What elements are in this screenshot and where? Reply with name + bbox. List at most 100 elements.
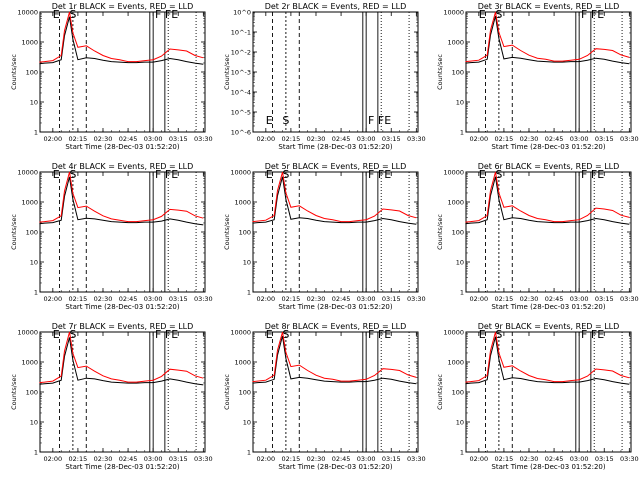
panel-title: Det 5r BLACK = Events, RED = LLD — [265, 162, 407, 171]
x-tick-label: 02:15 — [495, 455, 514, 463]
panel-det-5: Det 5r BLACK = Events, RED = LLD 1 10 100 10… — [223, 162, 426, 311]
y-tick-label: 10 — [30, 418, 38, 426]
x-tick-label: 03:00 — [570, 295, 589, 303]
x-tick-label: 02:15 — [282, 455, 301, 463]
series-events-line — [252, 335, 417, 385]
x-tick-label: 02:45 — [119, 135, 138, 143]
marker-label-f: F — [368, 168, 374, 181]
x-tick-label: 02:15 — [69, 135, 88, 143]
y-tick-label: 1000 — [234, 198, 251, 206]
x-tick-label: 02:30 — [94, 135, 113, 143]
x-axis-label: Start Time (28-Dec-03 01:52:20) — [65, 463, 179, 471]
y-tick-label: 1000 — [234, 358, 251, 366]
marker-label-e: E — [479, 8, 486, 21]
series-lld-line — [465, 11, 630, 63]
marker-label-s: S — [282, 168, 289, 181]
y-axis-label: Counts/sec — [223, 54, 231, 90]
y-axis-label: Counts/sec — [436, 374, 444, 410]
y-tick-label: 10000 — [17, 168, 38, 176]
y-tick-label: 100 — [452, 68, 464, 76]
x-tick-label: 02:30 — [307, 135, 326, 143]
marker-label-fe: FE — [591, 328, 604, 341]
y-tick-label: 10000 — [443, 8, 464, 16]
panel-det-4: Det 4r BLACK = Events, RED = LLD 1 10 100 10… — [10, 162, 213, 311]
x-tick-label: 02:00 — [469, 135, 488, 143]
plot-frame — [252, 11, 419, 133]
marker-label-s: S — [495, 8, 502, 21]
y-tick-label: 1 — [34, 448, 38, 456]
x-tick-label: 03:30 — [620, 455, 639, 463]
panel-det-9: Det 9r BLACK = Events, RED = LLD 1 10 100 10… — [436, 322, 639, 471]
y-tick-label: 10 — [456, 418, 464, 426]
x-tick-label: 02:45 — [119, 295, 138, 303]
x-tick-label: 02:45 — [332, 295, 351, 303]
marker-label-fe: FE — [378, 328, 391, 341]
x-tick-label: 03:00 — [570, 455, 589, 463]
y-tick-label: 10000 — [443, 168, 464, 176]
x-axis-label: Start Time (28-Dec-03 01:52:20) — [278, 303, 392, 311]
series-events-line — [39, 337, 204, 386]
marker-label-f: F — [155, 168, 161, 181]
marker-label-f: F — [581, 328, 587, 341]
marker-label-s: S — [495, 168, 502, 181]
marker-label-f: F — [581, 8, 587, 21]
panel-title: Det 4r BLACK = Events, RED = LLD — [52, 162, 194, 171]
x-tick-label: 03:00 — [570, 135, 589, 143]
marker-label-e: E — [53, 328, 60, 341]
x-tick-label: 03:30 — [194, 135, 213, 143]
y-tick-label: 100 — [26, 228, 38, 236]
x-tick-label: 02:45 — [545, 295, 564, 303]
marker-label-e: E — [479, 168, 486, 181]
series-lld-line — [39, 11, 204, 63]
x-axis-label: Start Time (28-Dec-03 01:52:20) — [278, 463, 392, 471]
x-axis-label: Start Time (28-Dec-03 01:52:20) — [491, 463, 605, 471]
panel-title: Det 9r BLACK = Events, RED = LLD — [478, 322, 620, 331]
y-tick-label: 10^-2 — [231, 48, 251, 56]
panel-det-3: Det 3r BLACK = Events, RED = LLD 1 10 100 10… — [436, 2, 639, 151]
x-tick-label: 02:30 — [94, 455, 113, 463]
x-tick-label: 03:15 — [382, 455, 401, 463]
x-axis-label: Start Time (28-Dec-03 01:52:20) — [491, 303, 605, 311]
y-axis-label: Counts/sec — [436, 214, 444, 250]
series-lld-line — [39, 171, 204, 223]
x-tick-label: 02:00 — [469, 295, 488, 303]
x-tick-label: 03:30 — [194, 455, 213, 463]
y-tick-label: 100 — [239, 228, 251, 236]
y-tick-label: 100 — [452, 388, 464, 396]
marker-label-f: F — [368, 328, 374, 341]
marker-label-e: E — [53, 8, 60, 21]
y-tick-label: 10000 — [17, 8, 38, 16]
y-tick-label: 1000 — [21, 38, 38, 46]
y-tick-label: 1 — [460, 128, 464, 136]
x-tick-label: 02:00 — [256, 455, 275, 463]
marker-label-f: F — [581, 168, 587, 181]
y-tick-label: 10^-5 — [231, 108, 251, 116]
x-tick-label: 02:30 — [307, 455, 326, 463]
panel-title: Det 6r BLACK = Events, RED = LLD — [478, 162, 620, 171]
x-tick-label: 02:45 — [332, 135, 351, 143]
panel-title: Det 1r BLACK = Events, RED = LLD — [52, 2, 194, 11]
marker-label-fe: FE — [165, 328, 178, 341]
marker-label-s: S — [282, 114, 289, 127]
y-tick-label: 1 — [247, 288, 251, 296]
y-axis-label: Counts/sec — [10, 214, 18, 250]
marker-label-fe: FE — [165, 168, 178, 181]
series-lld-line — [39, 331, 204, 384]
x-tick-label: 02:00 — [256, 135, 275, 143]
x-tick-label: 02:00 — [43, 135, 62, 143]
marker-label-f: F — [155, 8, 161, 21]
y-tick-label: 10^-1 — [231, 28, 251, 36]
x-tick-label: 02:30 — [307, 295, 326, 303]
x-axis-label: Start Time (28-Dec-03 01:52:20) — [278, 143, 392, 151]
x-tick-label: 03:30 — [407, 295, 426, 303]
x-tick-label: 02:00 — [469, 455, 488, 463]
marker-label-fe: FE — [378, 168, 391, 181]
x-tick-label: 03:15 — [169, 295, 188, 303]
series-events-line — [252, 176, 417, 225]
marker-label-e: E — [53, 168, 60, 181]
x-tick-label: 02:45 — [545, 455, 564, 463]
series-events-line — [39, 176, 204, 226]
x-tick-label: 03:30 — [407, 455, 426, 463]
y-tick-label: 100 — [452, 228, 464, 236]
x-tick-label: 03:15 — [169, 455, 188, 463]
